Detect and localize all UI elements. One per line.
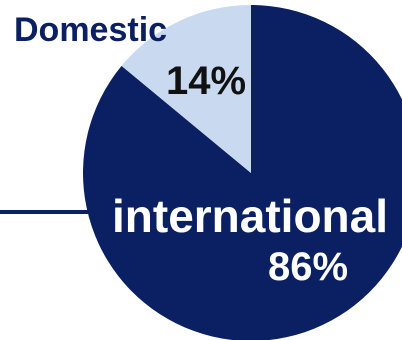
pie-slice-international [82, 5, 402, 340]
slice-label-international: international [112, 190, 388, 242]
slice-label-domestic: Domestic [14, 11, 167, 49]
slice-value-international: 86% [268, 245, 348, 289]
pie-slice-domestic [121, 5, 251, 173]
slice-value-domestic: 14% [166, 59, 246, 103]
